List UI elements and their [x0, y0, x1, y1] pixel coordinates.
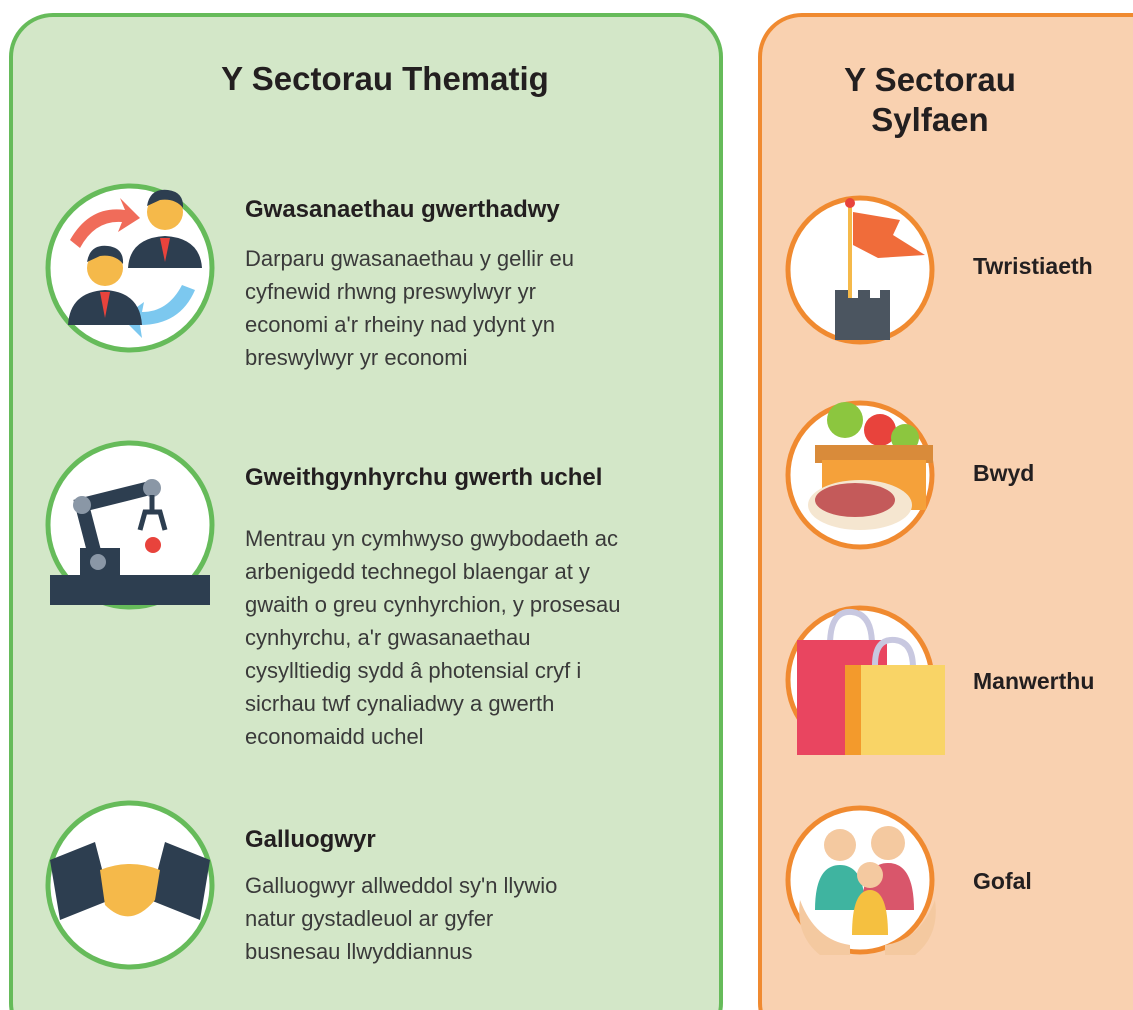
description-line: natur gystadleuol ar gyfer — [245, 906, 494, 931]
description-line: Galluogwyr allweddol sy'n llywio — [245, 873, 558, 898]
description-line: Darparu gwasanaethau y gellir eu — [245, 246, 574, 271]
description-line: cyfnewid rhwng preswylwyr yr — [245, 279, 536, 304]
sector-label: Twristiaeth — [973, 253, 1093, 279]
description-line: Mentrau yn cymhwyso gwybodaeth ac — [245, 526, 618, 551]
description-line: cynhyrchu, a'r gwasanaethau — [245, 625, 531, 650]
icon-food — [785, 400, 935, 550]
sector-label: Bwyd — [973, 460, 1035, 486]
item-heading: Gwasanaethau gwerthadwy — [245, 196, 560, 223]
thematic-title: Y Sectorau Thematig — [221, 60, 549, 97]
icon-enablers — [45, 800, 215, 970]
title-line: Y Sectorau — [844, 61, 1016, 98]
icon-care — [785, 805, 936, 955]
description-line: economi a'r rheiny nad ydynt yn — [245, 312, 555, 337]
icon-services — [45, 183, 215, 353]
sector-label: Gofal — [973, 868, 1032, 894]
icon-tourism — [785, 195, 935, 345]
description-line: busnesau llwyddiannus — [245, 939, 473, 964]
description-line: gwaith o greu cynhyrchion, y prosesau — [245, 592, 621, 617]
item-heading: Galluogwyr — [245, 826, 376, 853]
foundational-title: Y Sectorau Sylfaen — [760, 60, 1100, 140]
icon-retail — [785, 605, 945, 755]
icon-manufacturing — [45, 440, 215, 610]
description-line: breswylwyr yr economi — [245, 345, 468, 370]
description-line: cysylltiedig sydd â photensial cryf i — [245, 658, 582, 683]
description-line: arbenigedd technegol blaengar at y — [245, 559, 590, 584]
description-line: economaidd uchel — [245, 724, 424, 749]
sector-label: Manwerthu — [973, 668, 1095, 694]
title-line: Sylfaen — [871, 101, 989, 138]
description-line: sicrhau twf cynaliadwy a gwerth — [245, 691, 555, 716]
item-heading: Gweithgynhyrchu gwerth uchel — [245, 464, 603, 491]
